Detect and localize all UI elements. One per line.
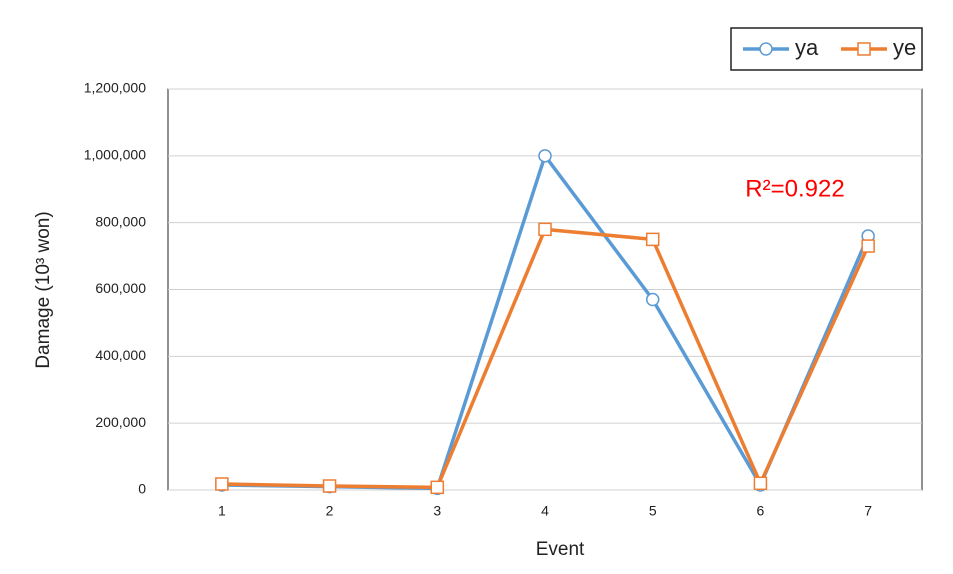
y-tick-label: 400,000 — [95, 347, 146, 363]
x-tick-label: 1 — [218, 503, 226, 519]
x-tick-label: 7 — [864, 503, 872, 519]
x-axis-title: Event — [536, 539, 585, 560]
marker — [538, 222, 552, 237]
marker — [645, 292, 660, 307]
legend-label: ya — [795, 35, 819, 60]
marker — [753, 476, 768, 491]
y-tick-label: 0 — [138, 481, 146, 497]
marker — [430, 480, 445, 495]
marker — [861, 239, 875, 253]
x-tick-label: 3 — [433, 503, 441, 519]
legend-marker — [857, 42, 871, 56]
legend-marker — [759, 42, 773, 56]
marker — [322, 479, 337, 493]
x-tick-label: 5 — [649, 503, 657, 519]
x-tick-label: 2 — [326, 503, 334, 519]
y-tick-label: 1,000,000 — [84, 147, 146, 163]
x-tick-label: 6 — [757, 503, 765, 519]
y-axis-title: Damage (10³ won) — [33, 211, 54, 368]
marker — [645, 232, 660, 247]
y-tick-label: 1,200,000 — [84, 80, 146, 96]
marker — [215, 477, 229, 491]
marker — [538, 149, 552, 163]
y-tick-label: 200,000 — [95, 414, 146, 430]
y-tick-label: 600,000 — [95, 280, 146, 296]
y-tick-label: 800,000 — [95, 213, 146, 229]
annotation: R²=0.922 — [745, 175, 844, 202]
legend-label: ye — [893, 35, 916, 60]
x-tick-label: 4 — [541, 503, 549, 519]
